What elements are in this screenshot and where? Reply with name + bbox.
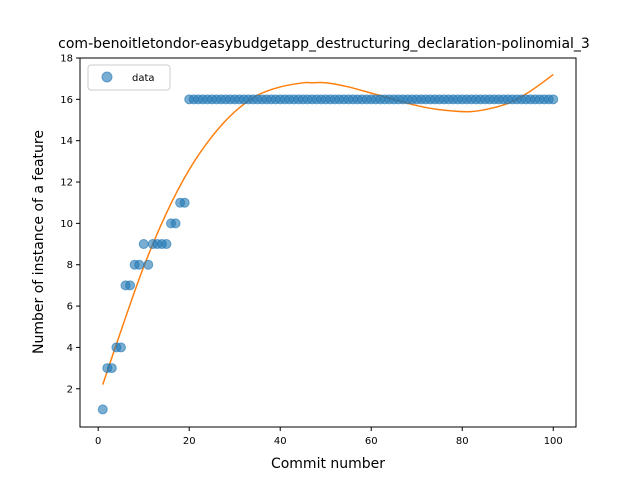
x-tick-label: 20 (183, 436, 196, 447)
x-tick-label: 100 (544, 436, 563, 447)
fit-curve (102, 73, 554, 385)
data-point (548, 94, 559, 105)
legend-box (87, 64, 171, 91)
y-tick-label: 6 (67, 302, 73, 313)
data-point (97, 404, 108, 415)
data-point (134, 259, 145, 270)
y-tick-label: 16 (60, 95, 73, 106)
data-point (179, 197, 190, 208)
y-axis-ticks: 2 4 6 8 10 12 14 16 18 (60, 54, 80, 395)
data-point (161, 239, 172, 250)
legend-marker (101, 71, 113, 83)
y-tick-label: 12 (60, 178, 73, 189)
legend-label: data (132, 73, 155, 84)
data-point (115, 342, 126, 353)
x-tick-label: 40 (274, 436, 287, 447)
data-point (138, 239, 149, 250)
y-tick-label: 10 (60, 219, 73, 230)
data-point (106, 363, 117, 374)
data-point (125, 280, 136, 291)
plot-area (97, 73, 559, 415)
data-point (170, 218, 181, 229)
y-axis-label: Number of instance of a feature (31, 130, 47, 354)
axes-frame (79, 57, 577, 428)
y-tick-label: 2 (67, 384, 73, 395)
fit-curve-layer (102, 73, 554, 385)
x-tick-label: 60 (365, 436, 378, 447)
y-tick-label: 18 (60, 54, 73, 65)
data-points-layer (97, 94, 559, 415)
x-tick-label: 80 (456, 436, 469, 447)
legend: data (87, 64, 171, 91)
x-axis-label: Commit number (271, 456, 385, 472)
y-tick-label: 8 (67, 260, 73, 271)
x-axis-ticks: 0 20 40 60 80 100 (95, 427, 563, 447)
data-point (143, 259, 154, 270)
y-tick-label: 14 (60, 136, 73, 147)
y-tick-label: 4 (67, 343, 73, 354)
x-tick-label: 0 (95, 436, 101, 447)
chart-title: com-benoitletondor-easybudgetapp_destruc… (58, 36, 590, 52)
